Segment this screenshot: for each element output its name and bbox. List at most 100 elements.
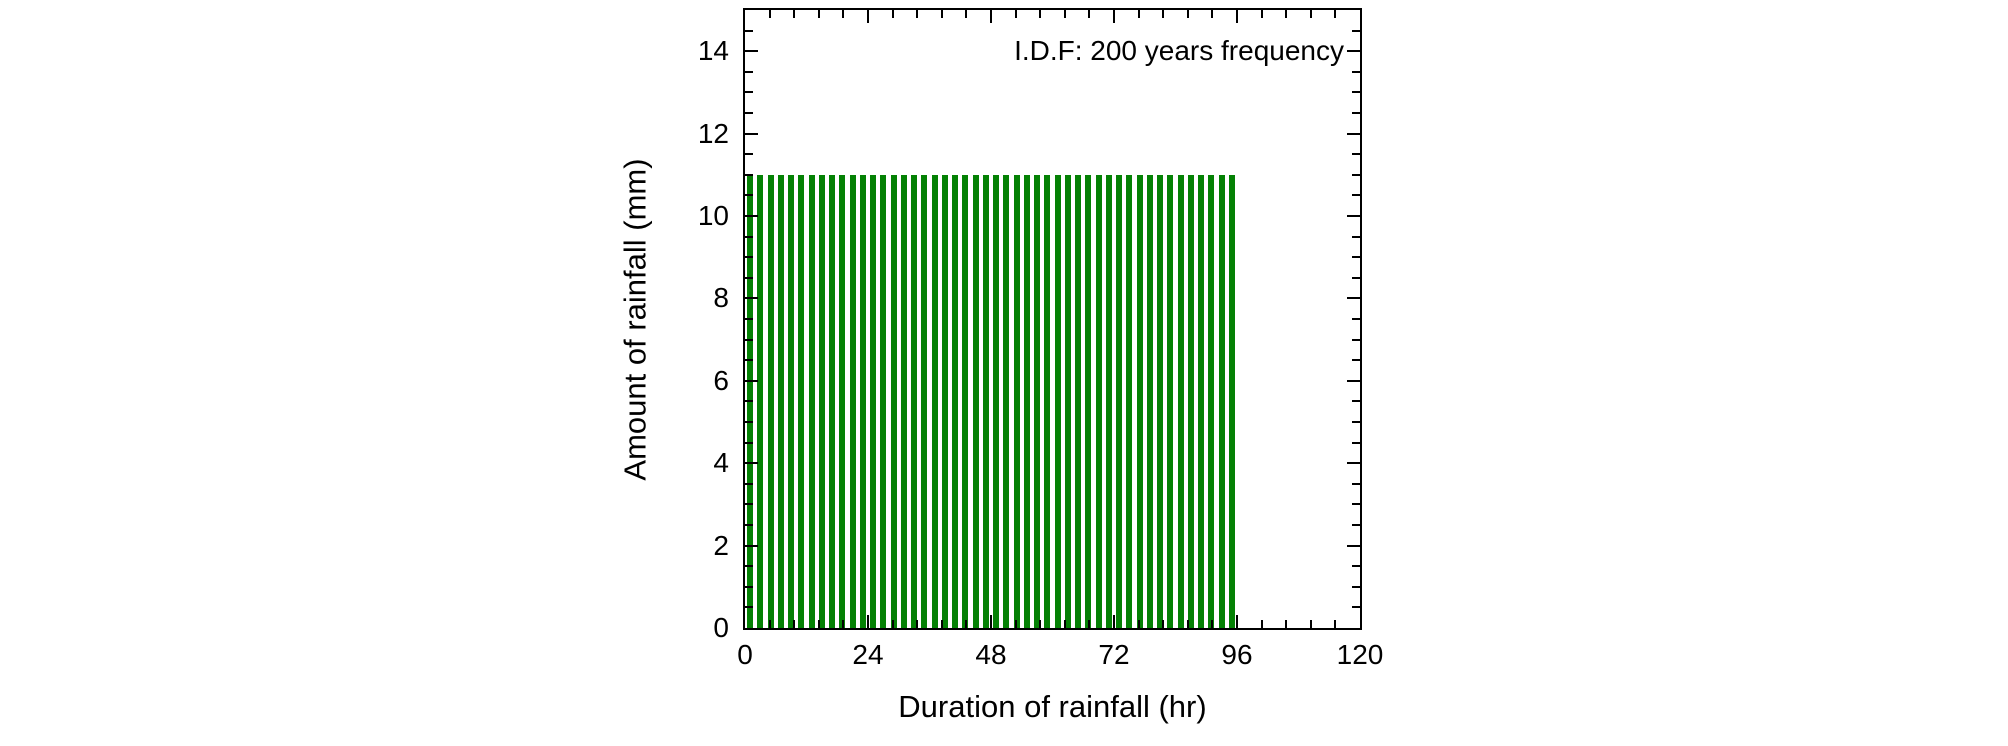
bar (1198, 175, 1205, 628)
bar (911, 175, 918, 628)
x-tick-label: 24 (852, 639, 884, 670)
x-minor-tick (1310, 10, 1312, 18)
x-minor-tick (818, 10, 820, 18)
x-minor-tick (916, 620, 918, 628)
bar (1177, 175, 1184, 628)
y-major-tick (1347, 297, 1360, 299)
x-tick-label: 72 (1098, 639, 1130, 670)
bar (859, 175, 866, 628)
bar (1075, 175, 1082, 628)
x-major-tick (1236, 10, 1238, 23)
y-major-tick (1347, 545, 1360, 547)
y-tick-label: 4 (713, 447, 729, 479)
y-major-tick (745, 297, 758, 299)
y-minor-tick (745, 318, 753, 320)
bar (1003, 175, 1010, 628)
x-minor-tick (1310, 620, 1312, 628)
y-minor-tick (1352, 256, 1360, 258)
bar (788, 175, 795, 628)
y-tick-label: 12 (697, 117, 729, 149)
bar (1023, 175, 1030, 628)
x-minor-tick (916, 10, 918, 18)
x-major-tick (867, 10, 869, 23)
bar (767, 175, 774, 628)
x-minor-tick (1064, 620, 1066, 628)
x-minor-tick (769, 620, 771, 628)
x-minor-tick (793, 620, 795, 628)
bar (962, 175, 969, 628)
bar (1136, 175, 1143, 628)
bar (941, 175, 948, 628)
x-major-tick (990, 10, 992, 23)
bar (1187, 175, 1194, 628)
y-minor-tick (1352, 318, 1360, 320)
bar (1228, 175, 1235, 628)
x-minor-tick (1015, 620, 1017, 628)
plot-area: I.D.F: 200 years frequency (743, 8, 1362, 630)
y-minor-tick (1352, 71, 1360, 73)
y-minor-tick (1352, 442, 1360, 444)
x-minor-tick (1334, 10, 1336, 18)
x-major-tick (990, 615, 992, 628)
y-minor-tick (745, 442, 753, 444)
bar (1146, 175, 1153, 628)
x-minor-tick (965, 10, 967, 18)
bar (1157, 175, 1164, 628)
x-minor-tick (1261, 10, 1263, 18)
y-major-tick (1347, 50, 1360, 52)
x-minor-tick (1088, 10, 1090, 18)
y-minor-tick (1352, 236, 1360, 238)
y-minor-tick (1352, 483, 1360, 485)
x-minor-tick (1138, 10, 1140, 18)
y-major-tick (1347, 133, 1360, 135)
y-minor-tick (1352, 174, 1360, 176)
bar (1105, 175, 1112, 628)
y-minor-tick (1352, 277, 1360, 279)
y-tick-label: 0 (713, 612, 729, 643)
y-minor-tick (745, 71, 753, 73)
bar (1095, 175, 1102, 628)
x-minor-tick (1334, 620, 1336, 628)
y-minor-tick (1352, 400, 1360, 402)
bar (1034, 175, 1041, 628)
x-minor-tick (1039, 620, 1041, 628)
y-minor-tick (745, 503, 753, 505)
y-tick-label: 10 (697, 200, 729, 231)
bar (1064, 175, 1071, 628)
bar (1167, 175, 1174, 628)
y-tick-label: 8 (713, 282, 729, 314)
x-minor-tick (1088, 620, 1090, 628)
y-minor-tick (1352, 30, 1360, 32)
y-minor-tick (1352, 586, 1360, 588)
bar (870, 175, 877, 628)
y-minor-tick (1352, 565, 1360, 567)
x-minor-tick (1162, 10, 1164, 18)
x-tick-label: 0 (737, 639, 753, 670)
y-minor-tick (745, 236, 753, 238)
x-minor-tick (1138, 620, 1140, 628)
y-minor-tick (745, 586, 753, 588)
bar (1085, 175, 1092, 628)
x-major-tick (867, 615, 869, 628)
y-major-tick (745, 50, 758, 52)
y-major-tick (745, 462, 758, 464)
bar (808, 175, 815, 628)
y-minor-tick (745, 112, 753, 114)
x-major-tick (1113, 10, 1115, 23)
bar (880, 175, 887, 628)
x-major-tick (1236, 615, 1238, 628)
x-minor-tick (1039, 10, 1041, 18)
bar (829, 175, 836, 628)
y-minor-tick (745, 256, 753, 258)
y-minor-tick (745, 194, 753, 196)
y-minor-tick (1352, 194, 1360, 196)
x-minor-tick (769, 10, 771, 18)
x-minor-tick (1211, 620, 1213, 628)
bar (849, 175, 856, 628)
x-axis-title: Duration of rainfall (hr) (898, 689, 1207, 724)
x-tick-label: 48 (975, 639, 1007, 670)
x-minor-tick (1261, 620, 1263, 628)
x-minor-tick (892, 620, 894, 628)
y-minor-tick (745, 421, 753, 423)
